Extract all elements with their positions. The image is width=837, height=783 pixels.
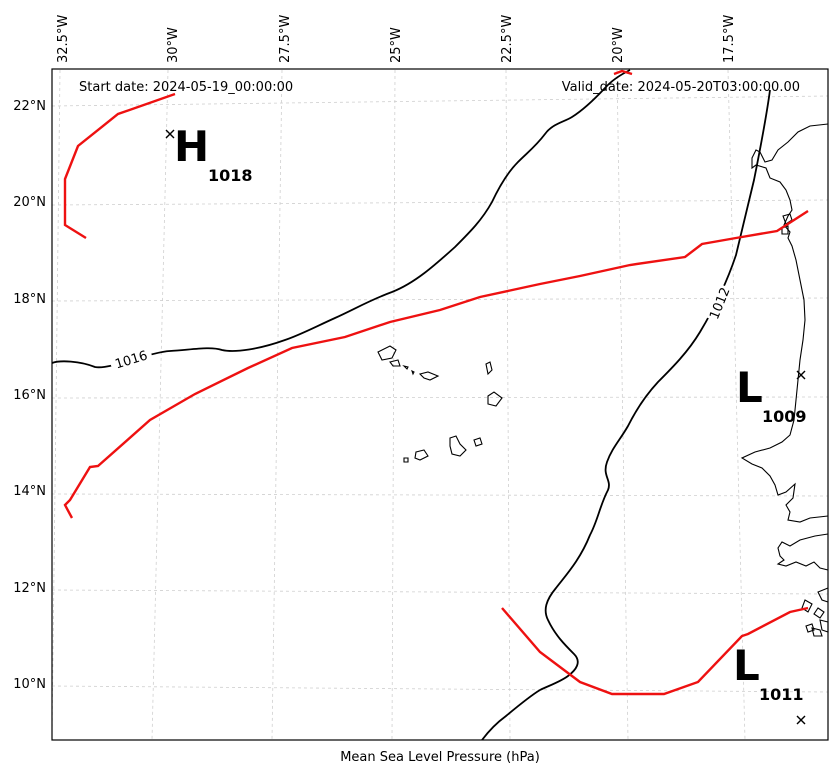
front-top-fragment	[613, 69, 633, 76]
front-central	[63, 209, 809, 519]
high-value: 1018	[208, 166, 253, 185]
low-symbol: L	[736, 363, 763, 412]
valid-date-label: Valid_date: 2024-05-20T03:00:00.00	[562, 80, 800, 95]
lon-tick: 30°W	[166, 27, 181, 63]
graticule	[51, 69, 829, 741]
pressure-center-low-1011: L 1011	[733, 641, 806, 725]
lon-tick: 17.5°W	[722, 15, 737, 63]
lat-tick: 18°N	[13, 292, 46, 307]
map-xlabel: Mean Sea Level Pressure (hPa)	[340, 750, 540, 765]
isobars	[51, 69, 771, 741]
lat-tick: 16°N	[13, 388, 46, 403]
front-south	[501, 606, 809, 696]
low-value: 1011	[759, 685, 804, 704]
coastline	[740, 123, 829, 637]
lon-tick: 20°W	[611, 27, 626, 63]
isobar-1016	[51, 69, 631, 369]
cape-verde-islands	[377, 345, 503, 463]
pressure-center-high: H 1018	[165, 122, 253, 185]
map-frame	[51, 68, 829, 741]
lat-tick: 14°N	[13, 484, 46, 499]
lon-ticks: 32.5°W 30°W 27.5°W 25°W 22.5°W 20°W 17.5…	[56, 15, 737, 63]
lat-ticks: 22°N 20°N 18°N 16°N 14°N 12°N 10°N	[13, 99, 46, 692]
lat-tick: 20°N	[13, 195, 46, 210]
lon-tick: 22.5°W	[500, 15, 515, 63]
start-date-label: Start date: 2024-05-19_00:00:00	[79, 80, 293, 95]
lon-tick: 25°W	[389, 27, 404, 63]
low-symbol: L	[733, 641, 760, 690]
isobar-labels: 1016 1012	[108, 283, 734, 373]
lat-tick: 12°N	[13, 581, 46, 596]
front-north	[63, 92, 176, 240]
high-symbol: H	[174, 122, 209, 171]
lat-tick: 22°N	[13, 99, 46, 114]
isobar-1012	[481, 89, 771, 741]
lon-tick: 27.5°W	[278, 15, 293, 63]
fronts	[63, 69, 809, 696]
low-value: 1009	[762, 407, 807, 426]
pressure-center-low-1009: L 1009	[736, 363, 807, 426]
lat-tick: 10°N	[13, 677, 46, 692]
isobar-label-1016: 1016	[113, 348, 149, 372]
lon-tick: 32.5°W	[56, 15, 71, 63]
